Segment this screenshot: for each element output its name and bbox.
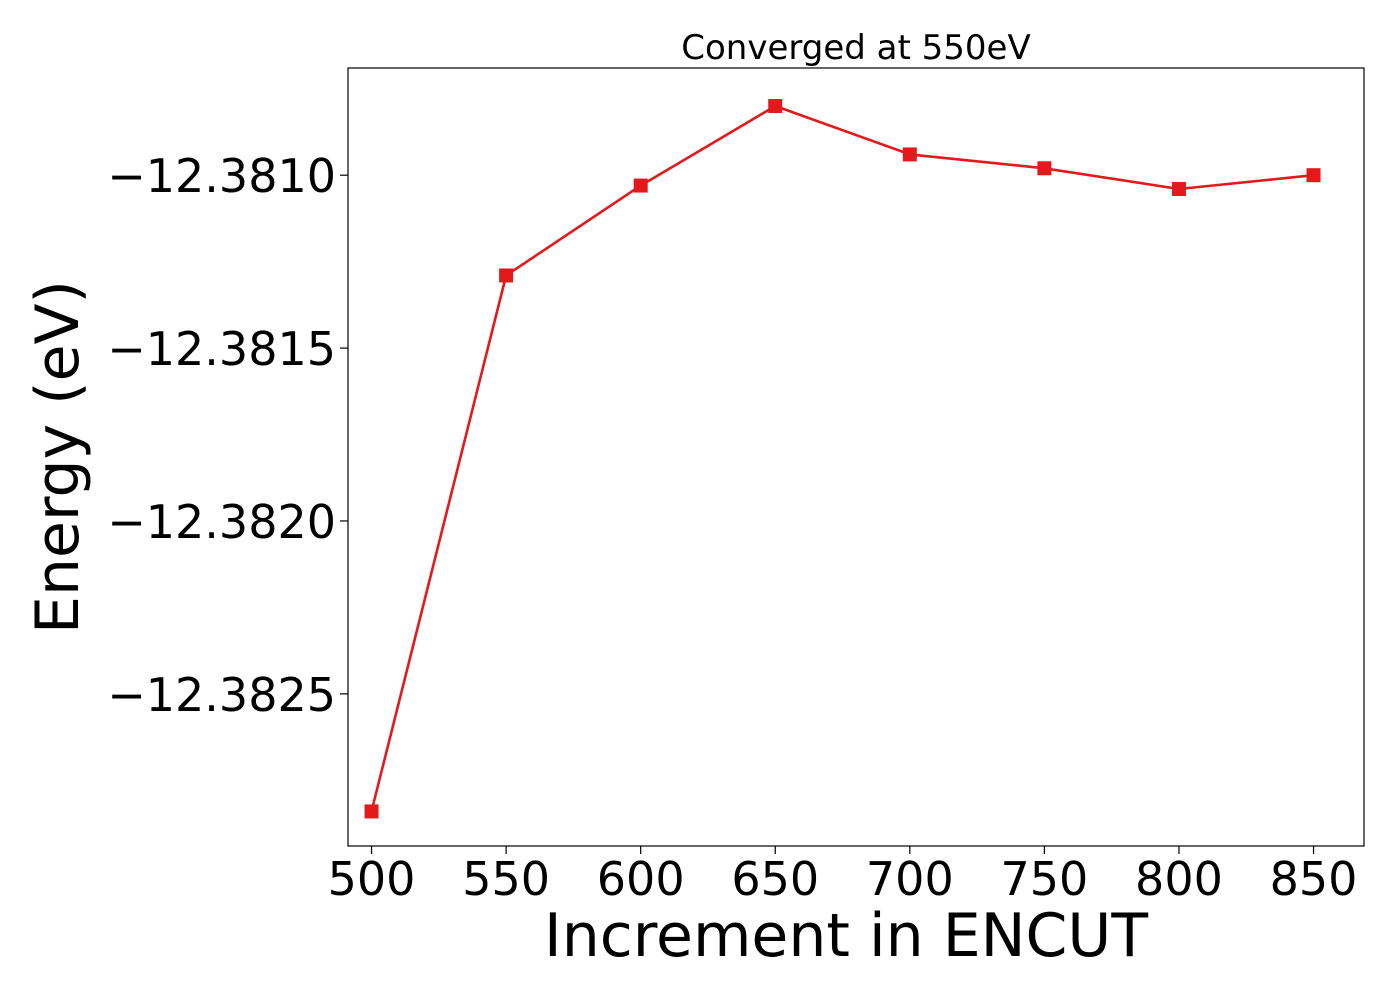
- x-tick-label: 800: [1135, 852, 1223, 906]
- x-tick-label: 750: [1000, 852, 1088, 906]
- plot-background: [348, 68, 1364, 846]
- energy-point-marker: [1171, 182, 1186, 197]
- y-axis-ticks: −12.3825 −12.3820 −12.3815 −12.3810: [107, 149, 348, 722]
- y-tick-label: −12.3815: [107, 322, 336, 376]
- energy-point-marker: [499, 268, 514, 283]
- y-tick-label: −12.3825: [107, 668, 336, 722]
- energy-point-marker: [1037, 161, 1052, 176]
- y-tick-label: −12.3820: [107, 495, 336, 549]
- y-tick-label: −12.3810: [107, 149, 336, 203]
- y-axis-label: Energy (eV): [23, 280, 93, 634]
- x-axis-label: Increment in ENCUT: [544, 901, 1148, 971]
- x-tick-label: 500: [328, 852, 416, 906]
- x-tick-label: 700: [866, 852, 954, 906]
- energy-point-marker: [633, 178, 648, 193]
- x-tick-label: 600: [597, 852, 685, 906]
- plot-frame: [347, 67, 1365, 847]
- x-axis-ticks: 500 550 600 650 700 750 800 850: [328, 846, 1358, 906]
- energy-point-marker: [364, 804, 379, 819]
- energy-point-marker: [902, 147, 917, 162]
- series-layer: [364, 99, 1321, 819]
- energy-point-marker: [768, 99, 783, 114]
- x-tick-label: 550: [462, 852, 550, 906]
- energy-point-marker: [1306, 168, 1321, 183]
- energy-series-line: [370, 104, 1314, 812]
- x-tick-label: 650: [731, 852, 819, 906]
- chart-title: Converged at 550eV: [681, 28, 1030, 68]
- x-tick-label: 850: [1270, 852, 1358, 906]
